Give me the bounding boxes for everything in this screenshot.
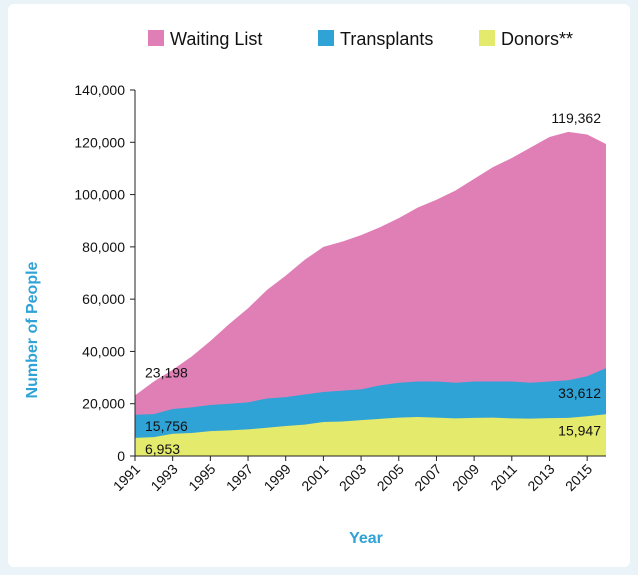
x-tick-label: 2001 — [298, 461, 331, 494]
x-tick-label: 2007 — [411, 461, 444, 494]
legend-label: Donors** — [501, 29, 573, 49]
y-tick-label: 20,000 — [82, 396, 125, 412]
x-tick-label: 1997 — [223, 461, 256, 494]
y-tick-label: 0 — [117, 448, 125, 464]
x-tick-label: 2003 — [336, 461, 369, 494]
legend-item-transplants: Transplants — [318, 29, 433, 49]
x-tick-label: 2015 — [562, 461, 595, 494]
legend-swatch — [318, 30, 334, 46]
legend: Waiting List Transplants Donors** — [148, 29, 573, 49]
y-tick-label: 80,000 — [82, 239, 125, 255]
x-tick-label: 2011 — [487, 461, 520, 494]
y-tick-label: 40,000 — [82, 343, 125, 359]
annotation-transplants-start: 15,756 — [145, 418, 188, 434]
annotation-transplants-end: 33,612 — [558, 385, 601, 401]
legend-swatch — [479, 30, 495, 46]
y-axis-ticks: 0 20,000 40,000 60,000 80,000 100,000 120,000 1… — [74, 82, 135, 464]
annotation-waiting-list-start: 23,198 — [145, 364, 188, 380]
x-tick-label: 2005 — [374, 461, 407, 494]
x-tick-label: 1991 — [110, 461, 143, 494]
legend-label: Waiting List — [170, 29, 262, 49]
x-tick-label: 1995 — [185, 461, 218, 494]
x-axis-label: Year — [349, 530, 383, 547]
legend-label: Transplants — [340, 29, 433, 49]
legend-swatch — [148, 30, 164, 46]
annotation-donors-start: 6,953 — [145, 441, 180, 457]
x-tick-label: 2013 — [524, 461, 557, 494]
y-axis-label: Number of People — [24, 261, 41, 398]
x-tick-label: 1993 — [147, 461, 180, 494]
y-tick-label: 60,000 — [82, 291, 125, 307]
y-tick-label: 140,000 — [74, 82, 125, 98]
data-annotations: 23,198 15,756 6,953 119,362 33,612 15,947 — [145, 110, 601, 457]
legend-item-donors: Donors** — [479, 29, 573, 49]
y-tick-label: 120,000 — [74, 134, 125, 150]
legend-item-waiting-list: Waiting List — [148, 29, 262, 49]
area-waiting-list — [135, 131, 606, 456]
annotation-waiting-list-end: 119,362 — [551, 110, 601, 126]
x-tick-label: 2009 — [449, 461, 482, 494]
x-axis-ticks: 1991 1993 1995 1997 1999 2001 2003 2005 2007 2009… — [110, 456, 595, 494]
annotation-donors-end: 15,947 — [558, 422, 601, 438]
x-tick-label: 1999 — [260, 461, 293, 494]
y-tick-label: 100,000 — [74, 187, 125, 203]
chart-areas — [135, 131, 606, 456]
area-donors — [135, 414, 606, 456]
